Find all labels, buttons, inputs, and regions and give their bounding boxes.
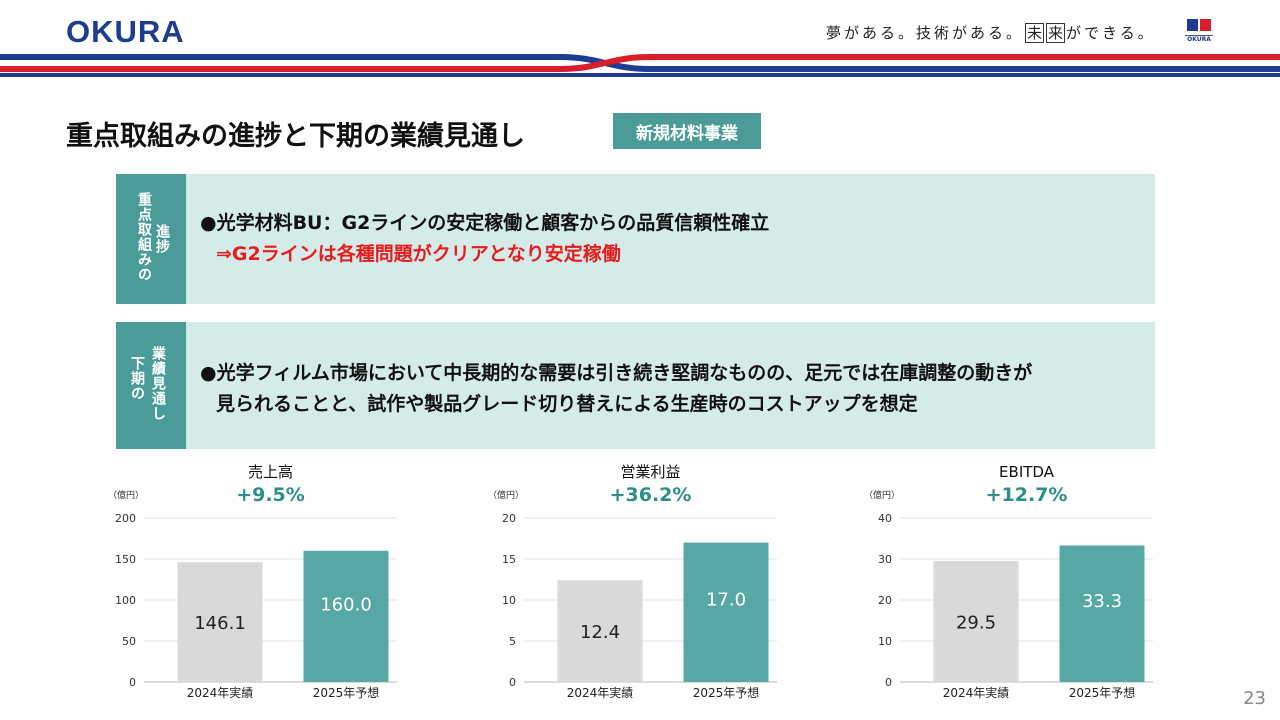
chart-ebitda: EBITDA +12.7% （億円） 0 10 20 30 40 29.5 2024年実績 33.3… bbox=[856, 455, 1216, 710]
progress-line-1: ●光学材料BU：G2ラインの安定稼働と顧客からの品質信頼性確立 bbox=[200, 212, 770, 234]
chart-1-y-tick-label: 0 bbox=[509, 676, 516, 689]
chart-1-x-tick-label-1: 2025年予想 bbox=[693, 685, 760, 700]
chart-1-data-label-0: 12.4 bbox=[580, 622, 620, 643]
chart-0-bar-1 bbox=[303, 550, 389, 682]
chart-1-y-tick-label: 5 bbox=[509, 635, 516, 648]
outlook-panel: 下期の 業績見通し ●光学フィルム市場において中長期的な需要は引き続き堅調なもの… bbox=[116, 322, 1155, 449]
chart-sales: 売上高 +9.5% （億円） 0 50 100 150 200 146.1 2024年実績 160.… bbox=[100, 455, 460, 710]
chart-0-y-tick-label: 0 bbox=[129, 676, 136, 689]
chart-operating-profit: 営業利益 +36.2% （億円） 0 5 10 15 20 12.4 2024年実績 17.0 202… bbox=[480, 455, 840, 710]
chart-0-y-tick-label: 50 bbox=[122, 635, 136, 648]
chart-operating-profit-svg: 営業利益 +36.2% （億円） 0 5 10 15 20 12.4 2024年実績 17.0 202… bbox=[488, 463, 777, 700]
chart-1-bar-1 bbox=[683, 542, 769, 682]
outlook-line-2: 見られることと、試作や製品グレード切り替えによる生産時のコストアップを想定 bbox=[216, 393, 918, 415]
chart-1-x-tick-label-0: 2024年実績 bbox=[567, 685, 634, 700]
chart-2-x-tick-label-0: 2024年実績 bbox=[943, 685, 1010, 700]
chart-2-y-tick-label: 40 bbox=[878, 512, 892, 525]
progress-side-label: 重点取組みの 進捗 bbox=[116, 174, 186, 304]
outlook-side-col2: 業績見通し bbox=[150, 346, 166, 421]
chart-1-data-label-1: 17.0 bbox=[706, 589, 746, 610]
chart-2-data-label-1: 33.3 bbox=[1082, 591, 1122, 612]
chart-0-unit: （億円） bbox=[108, 489, 144, 501]
mini-logo-blue-square bbox=[1187, 19, 1198, 31]
chart-2-data-label-0: 29.5 bbox=[956, 613, 996, 634]
progress-side-col2: 進捗 bbox=[154, 224, 170, 254]
chart-2-y-tick-label: 0 bbox=[885, 676, 892, 689]
progress-line-2: ⇒G2ラインは各種問題がクリアとなり安定稼働 bbox=[216, 243, 621, 265]
chart-2-x-tick-label-1: 2025年予想 bbox=[1069, 685, 1136, 700]
progress-body: ●光学材料BU：G2ラインの安定稼働と顧客からの品質信頼性確立 ⇒G2ラインは各… bbox=[200, 208, 769, 270]
chart-1-growth: +36.2% bbox=[610, 484, 692, 506]
outlook-line-1: ●光学フィルム市場において中長期的な需要は引き続き堅調なものの、足元では在庫調整… bbox=[200, 362, 1033, 384]
chart-0-y-tick-label: 100 bbox=[115, 594, 136, 607]
chart-0-x-tick-label-0: 2024年実績 bbox=[187, 685, 254, 700]
chart-2-bar-0 bbox=[933, 561, 1019, 682]
chart-2-growth: +12.7% bbox=[986, 484, 1068, 506]
chart-0-x-tick-label-1: 2025年予想 bbox=[313, 685, 380, 700]
mini-logo-text: OKURA bbox=[1185, 35, 1213, 43]
chart-0-title: 売上高 bbox=[248, 463, 293, 481]
chart-1-bar-0 bbox=[557, 580, 643, 682]
chart-2-unit: （億円） bbox=[864, 489, 900, 501]
chart-1-title: 営業利益 bbox=[620, 463, 680, 481]
page-title: 重点取組みの進捗と下期の業績見通し bbox=[66, 121, 525, 152]
chart-0-data-label-0: 146.1 bbox=[194, 613, 246, 634]
chart-2-y-tick-label: 20 bbox=[878, 594, 892, 607]
okura-logo: OKURA bbox=[66, 14, 185, 49]
chart-2-y-tick-label: 10 bbox=[878, 635, 892, 648]
outlook-body: ●光学フィルム市場において中長期的な需要は引き続き堅調なものの、足元では在庫調整… bbox=[200, 358, 1032, 420]
stripe-red bbox=[0, 54, 1280, 72]
slogan-part-a: 夢がある。技術がある。 bbox=[826, 24, 1025, 42]
mini-logo-red-square bbox=[1200, 19, 1211, 31]
chart-1-y-tick-label: 15 bbox=[502, 553, 516, 566]
header-stripes bbox=[0, 54, 1280, 77]
outlook-side-col1: 下期の bbox=[129, 356, 145, 401]
chart-ebitda-svg: EBITDA +12.7% （億円） 0 10 20 30 40 29.5 2024年実績 33.3… bbox=[864, 463, 1153, 700]
progress-panel: 重点取組みの 進捗 ●光学材料BU：G2ラインの安定稼働と顧客からの品質信頼性確… bbox=[116, 174, 1155, 304]
chart-2-y-tick-label: 30 bbox=[878, 553, 892, 566]
page-number: 23 bbox=[1243, 688, 1266, 709]
chart-1-y-tick-label: 10 bbox=[502, 594, 516, 607]
chart-2-title: EBITDA bbox=[999, 463, 1055, 481]
chart-1-unit: （億円） bbox=[488, 489, 524, 501]
chart-0-bar-0 bbox=[177, 562, 263, 682]
slogan-boxed-char-2: 来 bbox=[1046, 23, 1066, 43]
outlook-side-label: 下期の 業績見通し bbox=[116, 322, 186, 449]
okura-mini-logo: OKURA bbox=[1185, 17, 1213, 45]
chart-0-data-label-1: 160.0 bbox=[320, 594, 372, 615]
slogan-part-b: ができる。 bbox=[1066, 24, 1156, 42]
chart-sales-svg: 売上高 +9.5% （億円） 0 50 100 150 200 146.1 2024年実績 160.… bbox=[108, 463, 397, 700]
chart-0-y-tick-label: 150 bbox=[115, 553, 136, 566]
chart-1-y-tick-label: 20 bbox=[502, 512, 516, 525]
slogan: 夢がある。技術がある。未来ができる。 bbox=[826, 22, 1156, 43]
chart-0-y-tick-label: 200 bbox=[115, 512, 136, 525]
chart-2-bar-1 bbox=[1059, 545, 1145, 682]
progress-side-col1: 重点取組みの bbox=[136, 192, 152, 282]
segment-tag: 新規材料事業 bbox=[613, 113, 761, 149]
chart-0-growth: +9.5% bbox=[236, 484, 305, 506]
slogan-boxed-char-1: 未 bbox=[1025, 23, 1045, 43]
